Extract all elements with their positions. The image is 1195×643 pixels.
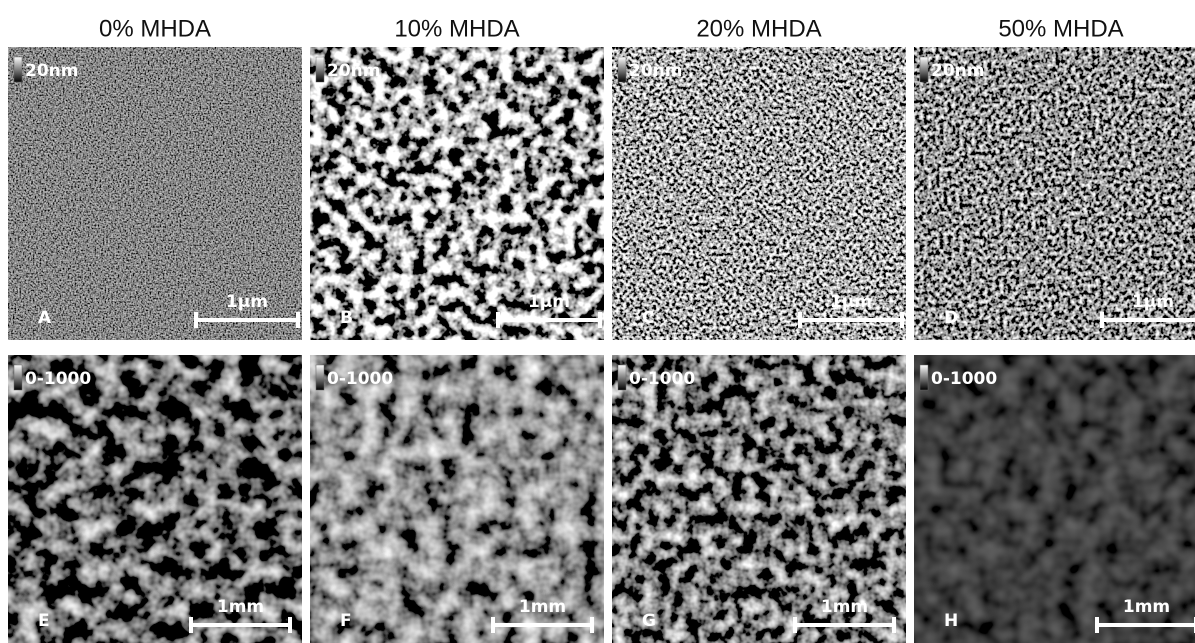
color-scale-icon xyxy=(919,364,929,391)
image-panel: 20nm B 1µm xyxy=(310,47,604,340)
scale-label: 20nm xyxy=(931,61,984,81)
panel-letter: E xyxy=(38,611,50,631)
panel-letter: C xyxy=(642,308,654,328)
color-scale-icon xyxy=(13,56,23,83)
scale-bar-label: 1mm xyxy=(217,597,264,617)
image-panel: 20nm A 1µm xyxy=(8,47,302,340)
image-panel: 0-1000 F 1mm xyxy=(310,355,604,643)
color-scale-icon xyxy=(315,56,325,83)
scale-label: 20nm xyxy=(629,61,682,81)
scale-label: 20nm xyxy=(25,61,78,81)
column-title: 10% MHDA xyxy=(394,15,519,42)
scale-bar-label: 1µm xyxy=(830,292,872,312)
color-scale-icon xyxy=(13,364,23,391)
panel-letter: D xyxy=(944,308,958,328)
scale-bar-label: 1µm xyxy=(528,292,570,312)
panel-letter: H xyxy=(944,611,958,631)
micrograph-texture xyxy=(914,355,1195,643)
color-scale-icon xyxy=(617,56,627,83)
micrograph-texture xyxy=(8,47,302,340)
scale-label: 0-1000 xyxy=(931,369,997,389)
micrograph-texture xyxy=(8,355,302,643)
scale-bar-label: 1mm xyxy=(519,597,566,617)
color-scale-icon xyxy=(315,364,325,391)
scale-label: 0-1000 xyxy=(25,369,91,389)
micrograph-texture xyxy=(310,355,604,643)
image-panel: 0-1000 E 1mm xyxy=(8,355,302,643)
scale-bar-label: 1mm xyxy=(821,597,868,617)
panel-letter: F xyxy=(340,611,352,631)
scale-label: 0-1000 xyxy=(327,369,393,389)
image-panel: 20nm D 1µm xyxy=(914,47,1195,340)
scale-label: 0-1000 xyxy=(629,369,695,389)
scale-bar-label: 1µm xyxy=(226,292,268,312)
micrograph-texture xyxy=(310,47,604,340)
scale-bar-label: 1µm xyxy=(1132,292,1174,312)
micrograph-texture xyxy=(612,355,906,643)
panel-letter: G xyxy=(642,611,656,631)
panel-letter: B xyxy=(340,308,353,328)
scale-bar-label: 1mm xyxy=(1123,597,1170,617)
column-title: 0% MHDA xyxy=(99,15,211,42)
color-scale-icon xyxy=(919,56,929,83)
micrograph-texture xyxy=(612,47,906,340)
panel-letter: A xyxy=(38,308,52,328)
scale-label: 20nm xyxy=(327,61,380,81)
image-panel: 0-1000 H 1mm xyxy=(914,355,1195,643)
column-title: 20% MHDA xyxy=(696,15,821,42)
column-title: 50% MHDA xyxy=(998,15,1123,42)
color-scale-icon xyxy=(617,364,627,391)
image-panel: 0-1000 G 1mm xyxy=(612,355,906,643)
image-panel: 20nm C 1µm xyxy=(612,47,906,340)
micrograph-texture xyxy=(914,47,1195,340)
